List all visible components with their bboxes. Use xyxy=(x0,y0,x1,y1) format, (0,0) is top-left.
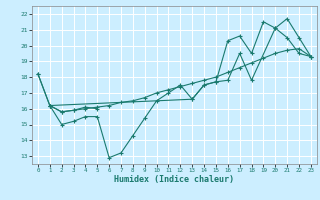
X-axis label: Humidex (Indice chaleur): Humidex (Indice chaleur) xyxy=(115,175,234,184)
